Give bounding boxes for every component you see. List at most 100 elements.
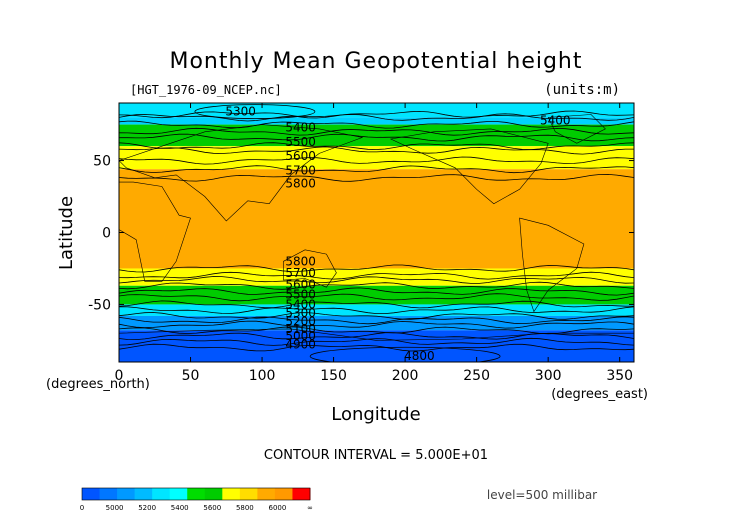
contour-line — [119, 264, 634, 273]
colorbar-swatch — [274, 488, 293, 500]
colorbar-frame — [81, 487, 311, 501]
coastline — [389, 128, 549, 205]
contour-label: 5500 — [285, 135, 316, 149]
band-1 — [119, 117, 634, 125]
contour-line — [119, 133, 634, 142]
coastline — [283, 249, 337, 288]
contour-line — [119, 320, 634, 329]
contour-line — [119, 113, 634, 122]
colorbar-label: 5400 — [171, 504, 189, 512]
contour-line — [119, 165, 634, 174]
colorbar: 0 5000 5200 5400 5600 5800 6000 ∞ — [80, 487, 313, 512]
colorbar-label: 5800 — [236, 504, 254, 512]
colorbar-swatch — [152, 488, 171, 500]
contour-interval: CONTOUR INTERVAL = 5.000E+01 — [264, 448, 488, 463]
colorbar-swatch — [239, 488, 258, 500]
contour-line — [119, 326, 634, 335]
contour-line — [119, 271, 634, 280]
contour-line — [119, 306, 634, 314]
colorbar-swatch — [292, 488, 311, 500]
contour-line — [119, 300, 634, 309]
contour-line — [119, 127, 634, 136]
band-2 — [119, 124, 634, 147]
x-tick-label: 250 — [463, 368, 490, 384]
colorbar-swatch — [82, 488, 101, 500]
contour-line — [119, 110, 634, 119]
colorbar-swatch — [257, 488, 276, 500]
contour-line — [119, 142, 634, 151]
chart-title: Monthly Mean Geopotential height — [169, 49, 582, 74]
contour-label: 5700 — [285, 266, 316, 280]
contour-line — [119, 287, 634, 296]
colorbar-swatch — [117, 488, 136, 500]
contour-label: 5600 — [285, 149, 316, 163]
contour-label: 5300 — [285, 306, 316, 320]
contour-lines — [119, 104, 634, 362]
contour-label: 5400 — [285, 120, 316, 134]
contour-label: 5800 — [285, 254, 316, 268]
contour-line — [119, 281, 634, 290]
contour-line — [119, 276, 634, 284]
contour-label: 5800 — [285, 177, 316, 191]
contour-line — [119, 337, 634, 346]
contour-line — [119, 343, 634, 352]
contour-line — [119, 293, 634, 302]
contour-label: 5300 — [225, 105, 256, 119]
level-label: level=500 millibar — [487, 488, 597, 502]
y-tick-label: -50 — [88, 297, 111, 313]
x-tick-label: 100 — [249, 368, 276, 384]
x-tick-label: 150 — [320, 368, 347, 384]
polar-contour-north — [194, 104, 316, 120]
colorbar-swatch — [99, 488, 118, 500]
x-tick-label: 50 — [182, 368, 200, 384]
y-axis-ticks: -50 0 50 — [88, 154, 634, 313]
colorbar-label: 6000 — [269, 504, 287, 512]
y-tick-label: 0 — [102, 226, 111, 242]
band-6 — [119, 285, 634, 305]
contour-label: 5600 — [285, 277, 316, 291]
coastline — [547, 114, 606, 144]
coastline — [119, 124, 364, 222]
x-tick-label: 200 — [392, 368, 419, 384]
y-tick-label: 50 — [93, 154, 111, 170]
x-axis-ticks: 0 50 100 150 200 250 300 350 — [115, 103, 633, 384]
contour-line — [119, 316, 634, 325]
x-tick-label: 350 — [606, 368, 633, 384]
contour-label: 5400 — [540, 113, 571, 127]
colorbar-label: 5600 — [203, 504, 221, 512]
band-3 — [119, 146, 634, 170]
colorbar-swatch — [187, 488, 206, 500]
contour-label: 4800 — [404, 349, 435, 363]
units-label: (units:m) — [544, 82, 620, 98]
y-unit-label: (degrees_north) — [46, 377, 150, 392]
y-axis-label: Latitude — [56, 196, 77, 270]
coastline — [119, 328, 634, 341]
colorbar-swatch — [204, 488, 223, 500]
coastline — [119, 181, 191, 282]
contour-label: 5200 — [285, 315, 316, 329]
polar-contour-south — [309, 346, 501, 362]
x-tick-label: 0 — [115, 368, 124, 384]
colorbar-swatch — [134, 488, 153, 500]
contour-label: 5700 — [285, 164, 316, 178]
colorbar-label: 0 — [80, 504, 84, 512]
contour-line — [119, 312, 634, 320]
contour-labels: 5300540055005600570058005400580057005600… — [225, 105, 571, 363]
contour-label: 5500 — [285, 287, 316, 301]
contour-line — [119, 156, 634, 165]
coastline — [519, 217, 585, 313]
contour-label: 5000 — [285, 329, 316, 343]
x-tick-label: 300 — [535, 368, 562, 384]
contour-label: 5100 — [285, 322, 316, 336]
contour-line — [119, 120, 634, 129]
contour-label: 4900 — [285, 338, 316, 352]
colorbar-label: 5200 — [138, 504, 156, 512]
contour-label: 5400 — [285, 297, 316, 311]
x-axis-label: Longitude — [331, 404, 421, 425]
coastlines — [119, 114, 634, 341]
colorbar-swatch — [222, 488, 241, 500]
band-7 — [119, 304, 634, 316]
contour-line — [119, 173, 634, 182]
colorbar-label: 5000 — [106, 504, 124, 512]
